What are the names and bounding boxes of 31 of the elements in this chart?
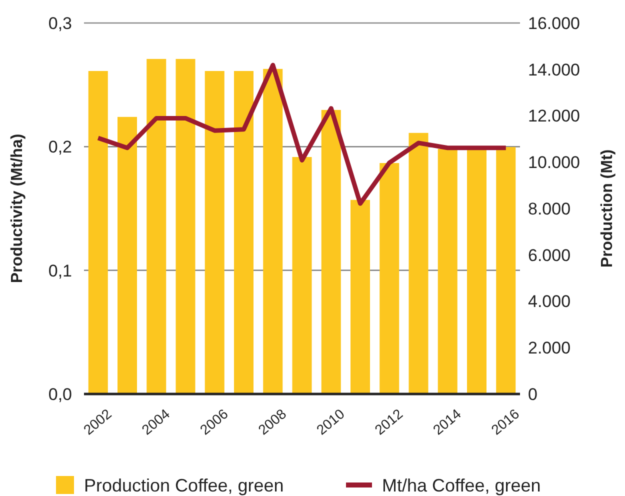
bar <box>380 163 400 394</box>
y-tick-label: 0,2 <box>48 138 72 157</box>
bar <box>292 157 312 394</box>
bar <box>496 147 516 394</box>
bar <box>117 116 138 394</box>
bar <box>321 110 341 394</box>
legend-label: Mt/ha Coffee, green <box>382 475 541 496</box>
bar <box>438 148 458 394</box>
y2-tick-label: 4.000 <box>528 292 571 312</box>
y-tick-label: 0,1 <box>48 261 72 280</box>
bar <box>88 71 108 394</box>
y-axis-title: Productivity (Mt/ha) <box>9 134 26 284</box>
y2-tick-label: 8.000 <box>528 199 571 218</box>
bar <box>176 58 196 394</box>
bar <box>234 71 254 394</box>
bar <box>350 200 370 394</box>
y2-axis-title: Production (Mt) <box>599 149 616 268</box>
bar <box>263 68 283 394</box>
y2-tick-label: 2.000 <box>528 338 571 358</box>
bar <box>408 132 428 394</box>
bar <box>146 58 166 394</box>
y2-tick-label: 6.000 <box>528 246 571 265</box>
y-tick-label: 0,0 <box>48 384 72 404</box>
y2-tick-label: 14.000 <box>528 60 580 80</box>
legend-label: Production Coffee, green <box>84 475 284 496</box>
y2-tick-label: 16.000 <box>528 14 580 33</box>
y2-tick-label: 0 <box>528 384 538 404</box>
y-tick-label: 0,3 <box>48 14 72 33</box>
y2-tick-label: 10.000 <box>528 153 580 172</box>
bar <box>204 71 224 394</box>
y2-tick-label: 12.000 <box>528 106 580 126</box>
